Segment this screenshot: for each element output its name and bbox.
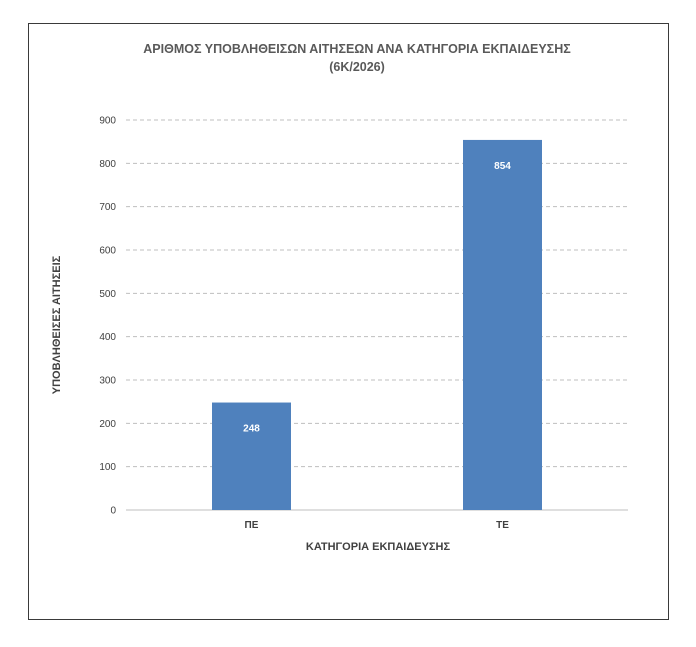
- y-tick-label: 800: [99, 159, 116, 170]
- y-tick-label: 500: [99, 289, 116, 300]
- x-tick-label: ΠΕ: [245, 520, 259, 531]
- bar-ΠΕ: [212, 402, 291, 510]
- y-tick-label: 300: [99, 376, 116, 387]
- y-tick-label: 200: [99, 419, 116, 430]
- y-tick-label: 0: [110, 506, 116, 517]
- chart-frame: [28, 23, 669, 620]
- bar-ΤΕ: [463, 139, 542, 510]
- y-axis-title: ΥΠΟΒΛΗΘΕΙΣΕΣ ΑΙΤΗΣΕΙΣ: [51, 255, 63, 394]
- data-label: 854: [494, 161, 511, 172]
- data-label: 248: [243, 424, 260, 435]
- y-tick-label: 400: [99, 332, 116, 343]
- chart-title: ΑΡΙΘΜΟΣ ΥΠΟΒΛΗΘΕΙΣΩΝ ΑΙΤΗΣΕΩΝ ΑΝΑ ΚΑΤΗΓΟ…: [143, 42, 571, 56]
- chart-subtitle: (6Κ/2026): [329, 60, 385, 74]
- y-axis-ticks: 0 100 200 300 400 500 600 700 800 900: [99, 116, 116, 517]
- x-tick-label: ΤΕ: [496, 520, 509, 531]
- y-tick-label: 900: [99, 116, 116, 127]
- bars: 248 854: [212, 139, 542, 510]
- gridlines: [126, 119, 628, 468]
- y-tick-label: 700: [99, 202, 116, 213]
- x-axis-title: ΚΑΤΗΓΟΡΙΑ ΕΚΠΑΙΔΕΥΣΗΣ: [306, 541, 451, 553]
- y-tick-label: 600: [99, 246, 116, 257]
- y-tick-label: 100: [99, 462, 116, 473]
- x-axis-ticks: ΠΕ ΤΕ: [245, 520, 510, 531]
